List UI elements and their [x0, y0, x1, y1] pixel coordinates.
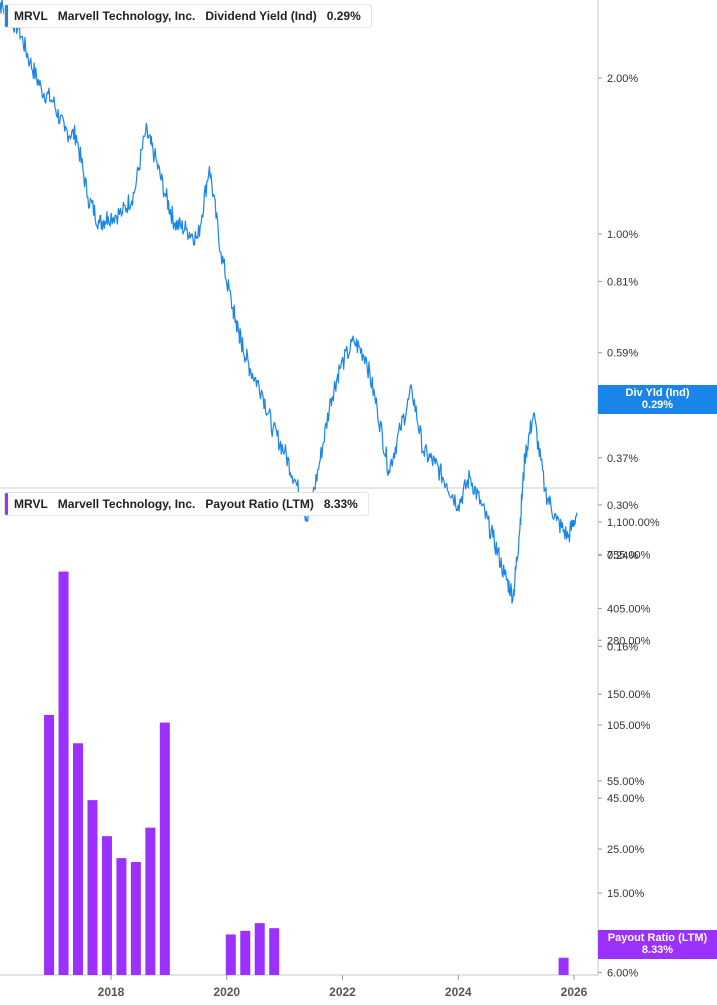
y-tick-label: 0.37% [607, 453, 638, 465]
series-color-swatch [5, 493, 8, 515]
legend-value: 0.29% [326, 9, 361, 23]
tag-label: Div Yld (Ind) [625, 387, 690, 399]
payout-ratio-bar [558, 957, 569, 975]
payout-ratio-value-tag: Payout Ratio (LTM) 8.33% [598, 930, 717, 959]
dividend-yield-axis: 5.00%3.00%2.00%1.00%0.81%0.59%0.37%0.30%… [598, 73, 638, 653]
y-tick-label: 105.00% [607, 720, 651, 732]
payout-ratio-bar [73, 743, 84, 975]
x-tick-label: 2022 [329, 985, 356, 999]
payout-ratio-bar [159, 722, 170, 975]
y-tick-label: 0.16% [607, 641, 638, 653]
time-axis: 2018 2020 2022 2024 2026 [98, 975, 588, 999]
x-tick-label: 2024 [445, 985, 472, 999]
y-tick-label: 55.00% [607, 776, 645, 788]
payout-ratio-bar [269, 928, 280, 975]
y-tick-label: 45.00% [607, 793, 645, 805]
legend-company: Marvell Technology, Inc. [57, 9, 196, 23]
dividend-yield-line [0, 0, 578, 604]
y-tick-label: 0.30% [607, 500, 638, 512]
y-tick-label: 280.00% [607, 635, 651, 647]
legend-value: 8.33% [323, 497, 358, 511]
payout-ratio-bar [130, 862, 141, 975]
payout-ratio-bar [87, 800, 98, 975]
payout-ratio-legend[interactable]: MRVL Marvell Technology, Inc. Payout Rat… [4, 492, 369, 516]
y-tick-label: 0.24% [607, 550, 638, 562]
payout-ratio-bar [116, 858, 127, 975]
payout-ratio-plot [44, 571, 569, 975]
legend-ticker: MRVL [14, 9, 48, 23]
payout-ratio-bar [58, 571, 69, 975]
y-tick-label: 6.00% [607, 967, 638, 979]
dividend-yield-value-tag: Div Yld (Ind) 0.29% [598, 385, 717, 414]
payout-ratio-bar [225, 934, 236, 975]
legend-metric: Dividend Yield (Ind) [205, 9, 317, 23]
y-tick-label: 1,100.00% [607, 517, 660, 529]
axis-lines [0, 0, 599, 976]
y-tick-label: 755.00% [607, 550, 651, 562]
y-tick-label: 25.00% [607, 844, 645, 856]
payout-ratio-bar [101, 836, 112, 975]
y-tick-label: 0.59% [607, 348, 638, 360]
x-tick-label: 2018 [98, 985, 125, 999]
y-tick-label: 150.00% [607, 689, 651, 701]
legend-ticker: MRVL [14, 497, 48, 511]
x-tick-label: 2026 [561, 985, 588, 999]
legend-metric: Payout Ratio (LTM) [205, 497, 314, 511]
dividend-yield-plot [0, 0, 578, 604]
dividend-yield-legend[interactable]: MRVL Marvell Technology, Inc. Dividend Y… [4, 4, 372, 28]
payout-ratio-bar [44, 714, 55, 975]
y-tick-label: 0.81% [607, 276, 638, 288]
payout-ratio-bar [145, 827, 156, 975]
tag-value: 0.29% [641, 399, 674, 411]
payout-ratio-axis: 1,100.00% 755.00% 405.00% 280.00% 150.00% 105… [598, 517, 660, 979]
x-tick-label: 2020 [213, 985, 240, 999]
y-tick-label: 405.00% [607, 603, 651, 615]
tag-label: Payout Ratio (LTM) [607, 932, 708, 944]
tag-value: 8.33% [641, 944, 674, 956]
payout-ratio-bar [240, 930, 251, 975]
series-color-swatch [5, 5, 8, 27]
y-tick-label: 15.00% [607, 888, 645, 900]
legend-company: Marvell Technology, Inc. [57, 497, 196, 511]
payout-ratio-bar [254, 923, 265, 975]
y-tick-label: 2.00% [607, 73, 638, 85]
y-tick-label: 1.00% [607, 229, 638, 241]
